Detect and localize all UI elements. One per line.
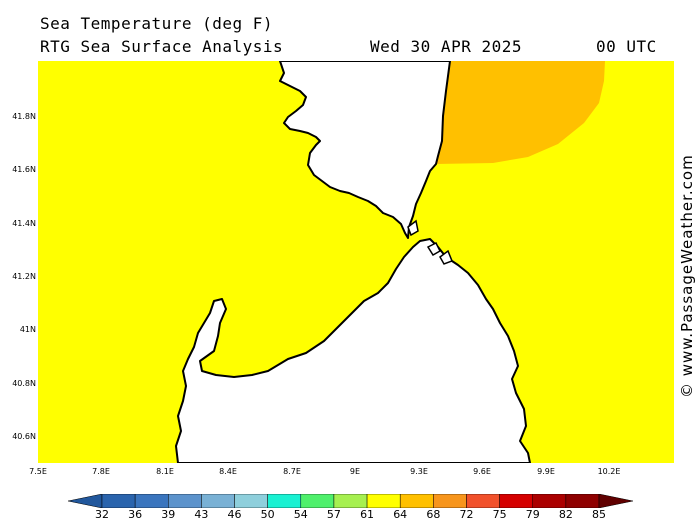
lon-label: 8.1E	[156, 467, 174, 476]
scale-swatch	[565, 494, 600, 508]
lat-label: 41.2N	[12, 272, 36, 281]
scale-label: 57	[326, 508, 341, 521]
land-south	[175, 238, 531, 463]
lon-label: 9.9E	[537, 467, 555, 476]
scale-label: 39	[161, 508, 176, 521]
scale-label: 46	[227, 508, 242, 521]
sea-temperature-map	[38, 61, 674, 463]
scale-label: 75	[492, 508, 507, 521]
lon-label: 8.4E	[219, 467, 237, 476]
scale-arrow-low	[68, 494, 103, 508]
island-1	[426, 241, 441, 257]
lat-label: 41.8N	[12, 112, 36, 121]
scale-label: 64	[393, 508, 408, 521]
valid-time: 00 UTC	[596, 37, 657, 56]
scale-swatch	[168, 494, 202, 508]
site-credit: © www.PassageWeather.com	[678, 154, 696, 398]
scale-swatch	[499, 494, 533, 508]
map-title: Sea Temperature (deg F)	[40, 14, 274, 33]
land-north	[279, 61, 451, 239]
scale-swatch	[234, 494, 268, 508]
lon-label: 8.7E	[283, 467, 301, 476]
scale-swatch	[134, 494, 169, 508]
scale-swatch	[366, 494, 401, 508]
scale-label: 61	[360, 508, 375, 521]
map-subtitle: RTG Sea Surface Analysis	[40, 37, 284, 56]
scale-arrow-high	[598, 494, 633, 508]
lon-label: 10.2E	[597, 467, 621, 476]
lon-label: 7.5E	[29, 467, 47, 476]
scale-label: 43	[194, 508, 209, 521]
scale-swatch	[466, 494, 500, 508]
scale-swatch	[399, 494, 434, 508]
scale-swatch	[300, 494, 335, 508]
scale-label: 82	[558, 508, 573, 521]
scale-label: 54	[293, 508, 308, 521]
scale-label: 36	[128, 508, 143, 521]
scale-swatch	[267, 494, 302, 508]
lat-label: 41.6N	[12, 165, 36, 174]
island-2	[439, 249, 453, 265]
scale-label: 79	[525, 508, 540, 521]
lat-label: 41.4N	[12, 219, 36, 228]
scale-swatch	[333, 494, 368, 508]
scale-label: 50	[260, 508, 275, 521]
lat-label: 40.6N	[12, 432, 36, 441]
scale-swatch	[532, 494, 567, 508]
lon-label: 9.3E	[410, 467, 428, 476]
lon-label: 9E	[349, 467, 361, 476]
lon-label: 7.8E	[92, 467, 110, 476]
color-scale-bar	[68, 494, 633, 508]
scale-swatch	[433, 494, 467, 508]
island-3	[407, 219, 419, 237]
scale-label: 72	[459, 508, 474, 521]
scale-swatch	[201, 494, 235, 508]
warm-water-patch	[436, 61, 605, 164]
valid-date: Wed 30 APR 2025	[370, 37, 522, 56]
scale-swatch	[101, 494, 136, 508]
lat-label: 41N	[19, 325, 36, 334]
scale-label: 68	[426, 508, 441, 521]
lat-label: 40.8N	[12, 379, 36, 388]
lon-label: 9.6E	[473, 467, 491, 476]
scale-label: 32	[95, 508, 109, 521]
scale-label: 85	[592, 508, 606, 521]
